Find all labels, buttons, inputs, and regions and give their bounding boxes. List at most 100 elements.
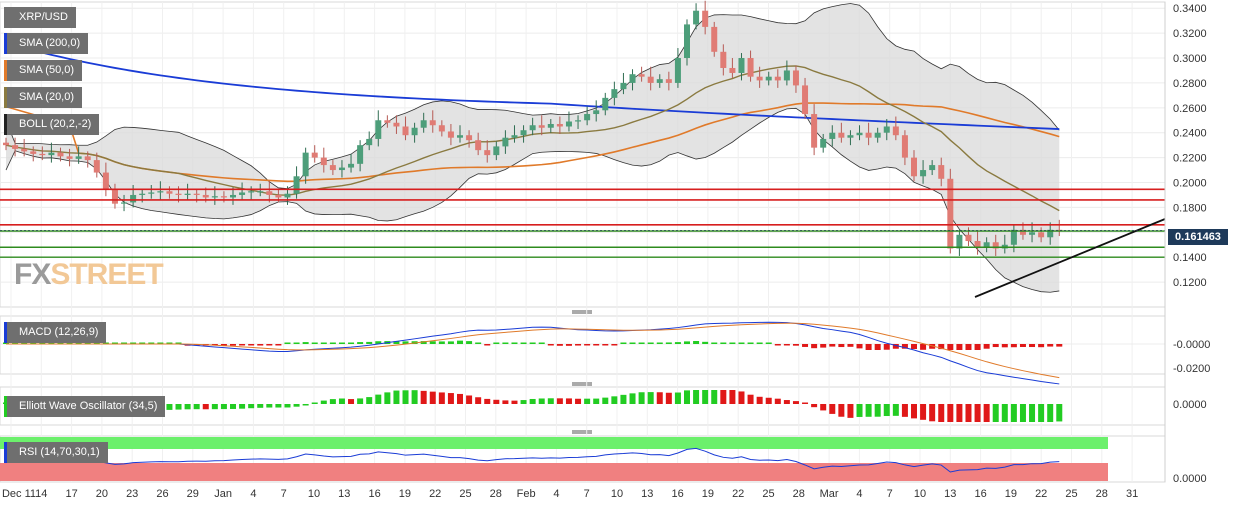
macd-histogram-bar: [429, 341, 436, 344]
ewo-histogram-bar: [384, 392, 391, 404]
candle-body: [956, 234, 963, 249]
candle-body: [384, 120, 391, 123]
candle-body: [493, 146, 500, 156]
x-tick-label: 13: [944, 488, 956, 500]
ewo-histogram-bar: [475, 397, 482, 404]
candle-body: [856, 132, 863, 136]
ewo-histogram-bar: [974, 404, 981, 422]
candle-body: [148, 192, 155, 194]
ewo-histogram-bar: [393, 390, 400, 404]
ewo-histogram-bar: [702, 390, 709, 404]
legend-boll[interactable]: BOLL (20,2,-2): [4, 114, 100, 135]
ewo-histogram-bar: [665, 392, 672, 404]
candle-body: [1019, 229, 1026, 235]
ewo-histogram-bar: [565, 398, 572, 404]
candle-body: [184, 193, 191, 195]
macd-histogram-bar: [1001, 344, 1008, 348]
x-tick-label: 16: [671, 488, 683, 500]
candle-body: [847, 135, 854, 138]
candle-body: [220, 196, 227, 198]
macd-histogram-bar: [847, 344, 854, 347]
legend-sma-20[interactable]: SMA (20,0): [4, 87, 83, 108]
ewo-histogram-bar: [647, 392, 654, 404]
x-tick-label: 10: [308, 488, 320, 500]
macd-histogram-bar: [320, 342, 327, 344]
macd-histogram-bar: [575, 344, 582, 346]
ewo-histogram-bar: [438, 392, 445, 404]
macd-histogram-bar: [402, 341, 409, 344]
macd-histogram-bar: [974, 344, 981, 350]
candle-body: [93, 160, 100, 173]
ewo-histogram-bar: [175, 404, 182, 410]
x-tick-label: 19: [1005, 488, 1017, 500]
ewo-histogram-bar: [1010, 404, 1017, 422]
candle-body: [874, 132, 881, 138]
candle-body: [829, 132, 836, 139]
candle-body: [702, 10, 709, 27]
macd-histogram-bar: [475, 342, 482, 344]
x-tick-label: 29: [187, 488, 199, 500]
macd-histogram-bar: [502, 342, 509, 344]
macd-histogram-bar: [357, 342, 364, 344]
candle-body: [338, 167, 345, 171]
candle-body: [302, 152, 309, 177]
macd-histogram-bar: [838, 344, 845, 348]
ewo-histogram-bar: [375, 394, 382, 404]
candle-body: [12, 145, 19, 149]
ewo-histogram-bar: [357, 398, 364, 404]
x-tick-label: 7: [584, 488, 590, 500]
candle-body: [1029, 232, 1036, 235]
macd-histogram-bar: [230, 344, 236, 346]
legend-macd[interactable]: MACD (12,26,9): [4, 322, 107, 343]
ewo-histogram-bar: [239, 404, 246, 409]
candle-body: [475, 140, 482, 151]
ewo-histogram-bar: [783, 400, 790, 404]
candle-body: [202, 194, 209, 198]
macd-histogram-bar: [565, 344, 572, 346]
macd-histogram-bar: [747, 342, 754, 344]
macd-histogram-bar: [865, 344, 872, 350]
x-tick-label: 20: [96, 488, 108, 500]
macd-histogram-bar: [702, 341, 709, 344]
candle-body: [693, 10, 700, 25]
legend-rsi[interactable]: RSI (14,70,30,1): [4, 442, 108, 463]
ewo-histogram-bar: [511, 400, 518, 404]
legend-sma-50[interactable]: SMA (50,0): [4, 60, 83, 81]
candle-body: [892, 126, 899, 136]
candle-body: [366, 138, 373, 146]
bollinger-upper: [5, 3, 1060, 190]
macd-histogram-bar: [783, 344, 790, 346]
macd-histogram-bar: [729, 342, 736, 344]
candle-body: [783, 70, 790, 81]
x-tick-label: 14: [35, 488, 47, 500]
ewo-histogram-bar: [593, 398, 600, 404]
macd-histogram-bar: [947, 344, 954, 350]
rsi-oversold-zone: [0, 463, 1108, 481]
candle-body: [438, 125, 445, 132]
macd-histogram-bar: [148, 342, 155, 344]
x-tick-label: 4: [250, 488, 256, 500]
candle-body: [911, 157, 917, 177]
candle-body: [275, 194, 282, 198]
price-tick-label: 0.2800: [1173, 78, 1207, 90]
candle-body: [1038, 232, 1045, 238]
candle-body: [320, 157, 327, 166]
candle-body: [429, 120, 436, 126]
candle-body: [965, 234, 972, 242]
ewo-histogram-bar: [802, 402, 809, 404]
x-tick-label: 28: [1096, 488, 1108, 500]
macd-histogram-bar: [802, 344, 809, 347]
candle-body: [257, 191, 264, 193]
legend-ewo[interactable]: Elliott Wave Oscillator (34,5): [4, 396, 166, 417]
ewo-histogram-bar: [184, 404, 191, 410]
candle-body: [774, 76, 781, 81]
macd-histogram-bar: [130, 342, 137, 344]
candle-body: [121, 202, 128, 204]
macd-histogram-bar: [21, 342, 28, 344]
legend-sma-200[interactable]: SMA (200,0): [4, 33, 89, 54]
macd-histogram-bar: [1038, 344, 1045, 348]
ewo-histogram-bar: [883, 404, 890, 417]
candle-body: [447, 131, 454, 138]
ewo-histogram-bar: [920, 404, 927, 420]
macd-histogram-bar: [611, 344, 618, 346]
